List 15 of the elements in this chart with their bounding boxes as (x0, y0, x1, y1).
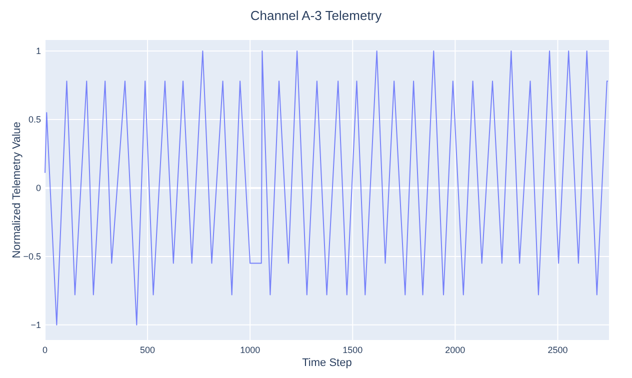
x-tick-label: 500 (140, 345, 156, 355)
x-tick-label: 2000 (445, 345, 466, 355)
x-tick-label: 2500 (548, 345, 568, 355)
x-tick-label: 1000 (240, 345, 260, 355)
x-tick-label: 0 (42, 345, 48, 355)
y-tick-label: 0.5 (28, 114, 41, 124)
y-tick-label: 1 (36, 46, 41, 56)
y-axis-title: Normalized Telemetry Value (11, 122, 23, 258)
y-tick-label: −1 (30, 320, 41, 330)
chart-title: Channel A-3 Telemetry (250, 8, 382, 23)
x-axis-title: Time Step (302, 357, 352, 369)
y-tick-label: −0.5 (23, 251, 41, 262)
y-tick-label: 0 (36, 182, 41, 193)
line-series (44, 50, 608, 326)
x-tick-label: 1500 (342, 345, 363, 355)
